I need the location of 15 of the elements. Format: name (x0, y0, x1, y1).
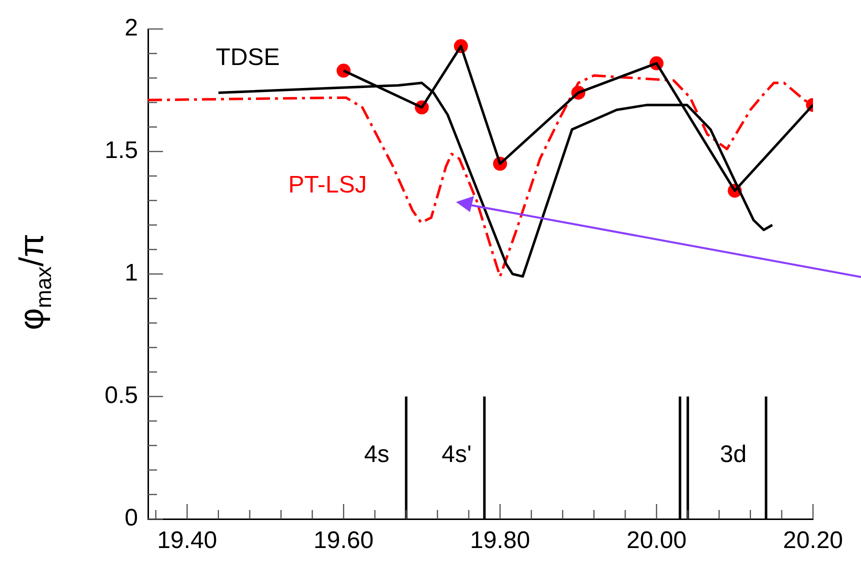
annotation: 4s (364, 440, 390, 468)
series-label: TDSE (216, 44, 280, 72)
y-tick-label: 1 (124, 260, 138, 287)
x-tick-label: 19.60 (314, 527, 374, 554)
y-tick-label: 0 (124, 504, 138, 532)
series-label: PT-LSJ (288, 171, 367, 198)
x-tick-label: 20.20 (782, 527, 844, 554)
x-tick-label: 19.40 (157, 527, 218, 554)
annotation: 3d (720, 440, 747, 468)
annotation: 4s' (442, 440, 472, 468)
y-tick-label: 0.5 (104, 382, 138, 410)
x-tick-label: 19.80 (470, 527, 530, 554)
y-tick-label: 1.5 (104, 137, 138, 164)
y-tick-label: 2 (124, 14, 138, 42)
x-tick-label: 20.00 (626, 527, 687, 554)
